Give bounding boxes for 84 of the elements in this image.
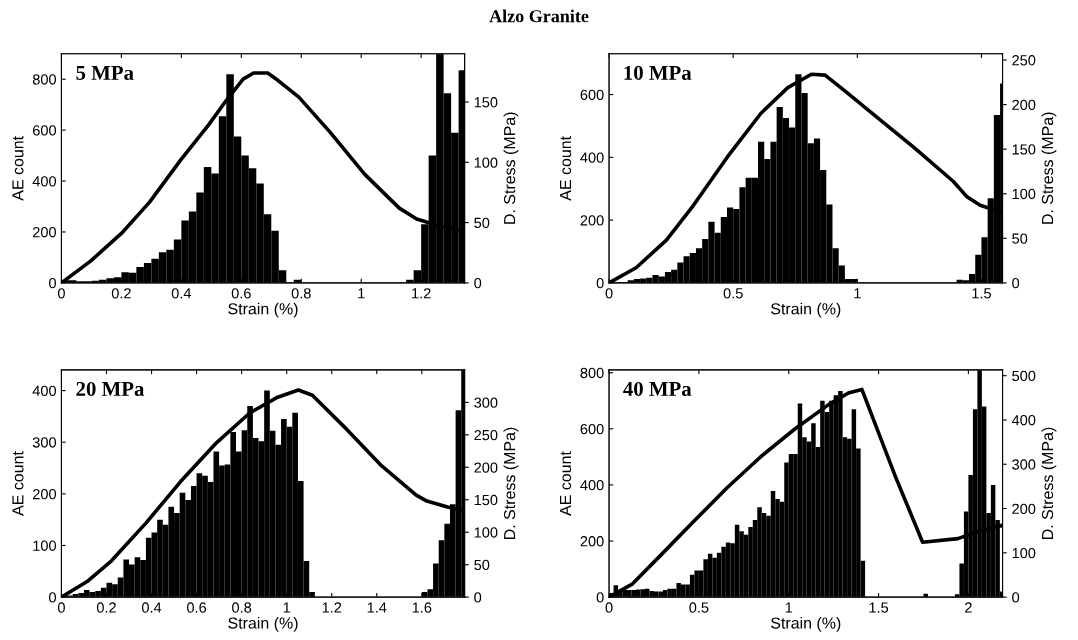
y-tick-label: 800	[580, 367, 604, 379]
y-axis-title: AE count	[12, 136, 24, 201]
y2-tick-label: 250	[474, 429, 498, 441]
x-tick-label: 1.5	[972, 288, 991, 299]
y2-tick-label: 0	[1012, 592, 1020, 603]
x-tick-label: 0.4	[141, 602, 162, 613]
y2-tick-label: 300	[1012, 459, 1036, 470]
x-tick-label: 1.2	[412, 288, 431, 299]
y-tick-label: 300	[32, 437, 57, 448]
y2-tick-label: 100	[1012, 547, 1036, 559]
y2-tick-label: 50	[474, 217, 490, 229]
y-tick-label: 400	[580, 480, 604, 491]
y2-axis-title: D. Stress (MPa)	[1041, 427, 1057, 539]
y2-tick-label: 50	[1012, 233, 1028, 244]
annotation: 10 MPa	[624, 65, 692, 80]
y-tick-label: 400	[32, 385, 57, 396]
y-tick-label: 0	[49, 277, 57, 289]
y-tick-label: 0	[596, 592, 604, 603]
annotation: 40 MPa	[623, 381, 692, 396]
x-tick-label: 1.4	[367, 602, 387, 613]
x-tick-label: 0	[57, 602, 65, 613]
x-axis-title: Strain (%)	[771, 302, 841, 318]
y-tick-label: 800	[32, 74, 57, 85]
x-tick-label: 1.5	[869, 602, 889, 613]
y2-axis-title: D. Stress (MPa)	[1041, 112, 1057, 224]
x-tick-label: 0.5	[689, 602, 709, 613]
x-tick-label: 1	[785, 602, 793, 613]
y-tick-label: 400	[580, 152, 604, 163]
x-tick-label: 1	[283, 602, 291, 613]
y-tick-label: 600	[33, 125, 57, 136]
x-tick-label: 0.8	[291, 288, 311, 299]
y2-tick-label: 150	[1012, 144, 1036, 155]
y2-tick-label: 200	[1012, 99, 1036, 110]
y2-tick-label: 300	[474, 397, 498, 408]
x-tick-label: 0	[57, 288, 65, 299]
x-tick-label: 0.4	[171, 288, 192, 299]
y-axis-title: AE count	[12, 451, 24, 516]
y-tick-label: 0	[596, 277, 604, 289]
x-tick-label: 0.5	[723, 288, 743, 299]
x-axis-title: Strain (%)	[228, 302, 298, 318]
x-tick-label: 1.6	[412, 602, 432, 613]
x-tick-label: 0.6	[187, 602, 207, 613]
x-axis-title: Strain (%)	[771, 616, 841, 632]
x-tick-label: 0.6	[231, 288, 251, 299]
x-tick-label: 0	[605, 288, 613, 299]
x-tick-label: 1	[358, 288, 365, 299]
x-tick-label: 2	[965, 602, 972, 613]
y2-tick-label: 250	[1012, 55, 1036, 66]
text: Alzo Granite	[489, 9, 589, 23]
y2-tick-label: 200	[1012, 503, 1036, 514]
x-tick-label: 0.8	[232, 602, 252, 613]
y2-tick-label: 150	[474, 494, 498, 506]
x-tick-label: 1.2	[322, 602, 342, 613]
x-axis-title: Strain (%)	[228, 616, 298, 632]
y2-tick-label: 400	[1011, 415, 1036, 426]
y2-tick-label: 50	[474, 559, 490, 571]
y2-tick-label: 200	[474, 462, 498, 473]
y2-axis-title: D. Stress (MPa)	[503, 112, 519, 224]
y2-axis-title: D. Stress (MPa)	[503, 427, 519, 539]
y-axis-title: AE count	[560, 451, 572, 516]
y2-tick-label: 100	[1012, 188, 1036, 200]
x-tick-label: 1	[854, 288, 861, 299]
y-tick-label: 0	[49, 592, 57, 603]
x-tick-label: 0.2	[111, 288, 131, 299]
y2-tick-label: 0	[474, 277, 482, 289]
y2-tick-label: 100	[474, 157, 498, 168]
y-tick-label: 400	[32, 176, 57, 187]
y-tick-label: 200	[580, 536, 604, 547]
y-tick-label: 600	[580, 423, 604, 435]
x-tick-label: 0	[605, 602, 613, 613]
y2-tick-label: 150	[474, 97, 498, 108]
y2-tick-label: 0	[474, 592, 482, 603]
y-tick-label: 600	[580, 89, 604, 100]
y2-tick-label: 500	[1012, 370, 1036, 382]
annotation: 5 MPa	[76, 66, 134, 80]
y-tick-label: 200	[32, 488, 57, 500]
annotation: 20 MPa	[76, 381, 145, 396]
x-tick-label: 0.2	[96, 602, 116, 613]
y-tick-label: 100	[33, 540, 57, 551]
y-tick-label: 200	[32, 227, 57, 238]
y2-tick-label: 100	[474, 527, 498, 538]
y2-tick-label: 0	[1012, 277, 1020, 289]
y-axis-title: AE count	[560, 136, 572, 201]
y-tick-label: 200	[580, 215, 604, 226]
